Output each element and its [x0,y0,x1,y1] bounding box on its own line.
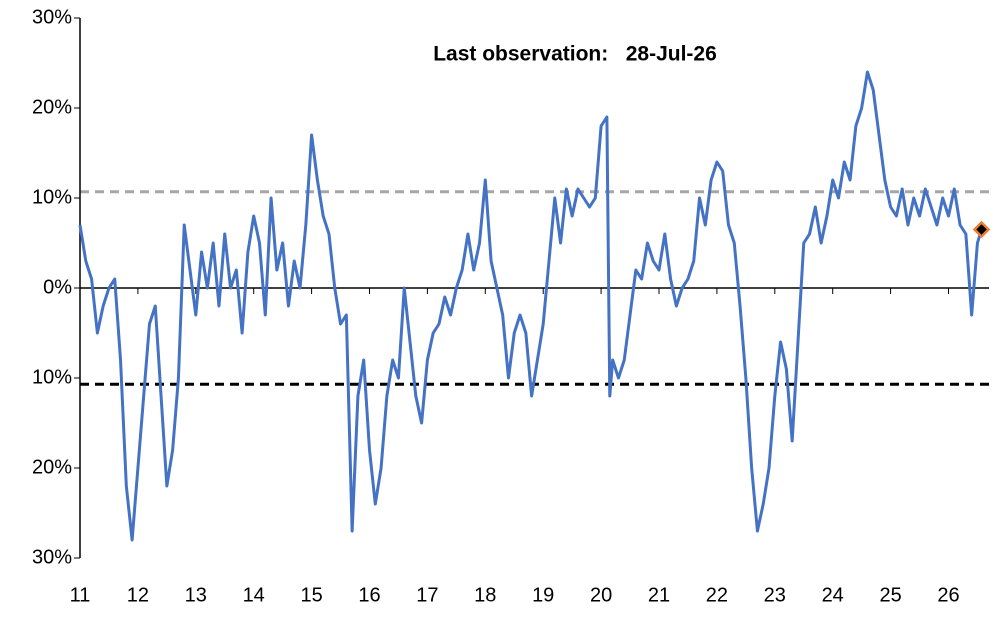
x-tick-label: 14 [243,584,265,606]
x-tick-label: 19 [532,584,554,606]
x-tick-label: 20 [590,584,612,606]
x-tick-label: 25 [879,584,901,606]
y-tick-label: 10% [32,366,72,388]
y-tick-label: 20% [32,456,72,478]
y-tick-label: 30% [32,546,72,568]
x-tick-label: 22 [706,584,728,606]
x-tick-label: 21 [648,584,670,606]
x-tick-label: 11 [70,584,91,606]
x-tick-label: 23 [764,584,786,606]
y-tick-label: 10% [32,186,72,208]
y-tick-label: 30% [32,6,72,28]
x-tick-label: 16 [358,584,380,606]
x-tick-label: 12 [127,584,149,606]
last-marker [972,220,991,239]
x-tick-label: 18 [474,584,496,606]
y-tick-label: 0% [43,276,72,298]
y-tick-label: 20% [32,96,72,118]
x-tick-label: 13 [185,584,207,606]
x-tick-label: 24 [822,584,844,606]
line [78,70,983,542]
x-tick-label: 15 [300,584,322,606]
x-tick-label: 26 [937,584,959,606]
annotation: Last observation: 28-Jul-26 [433,43,717,66]
x-tick-label: 17 [416,584,438,606]
